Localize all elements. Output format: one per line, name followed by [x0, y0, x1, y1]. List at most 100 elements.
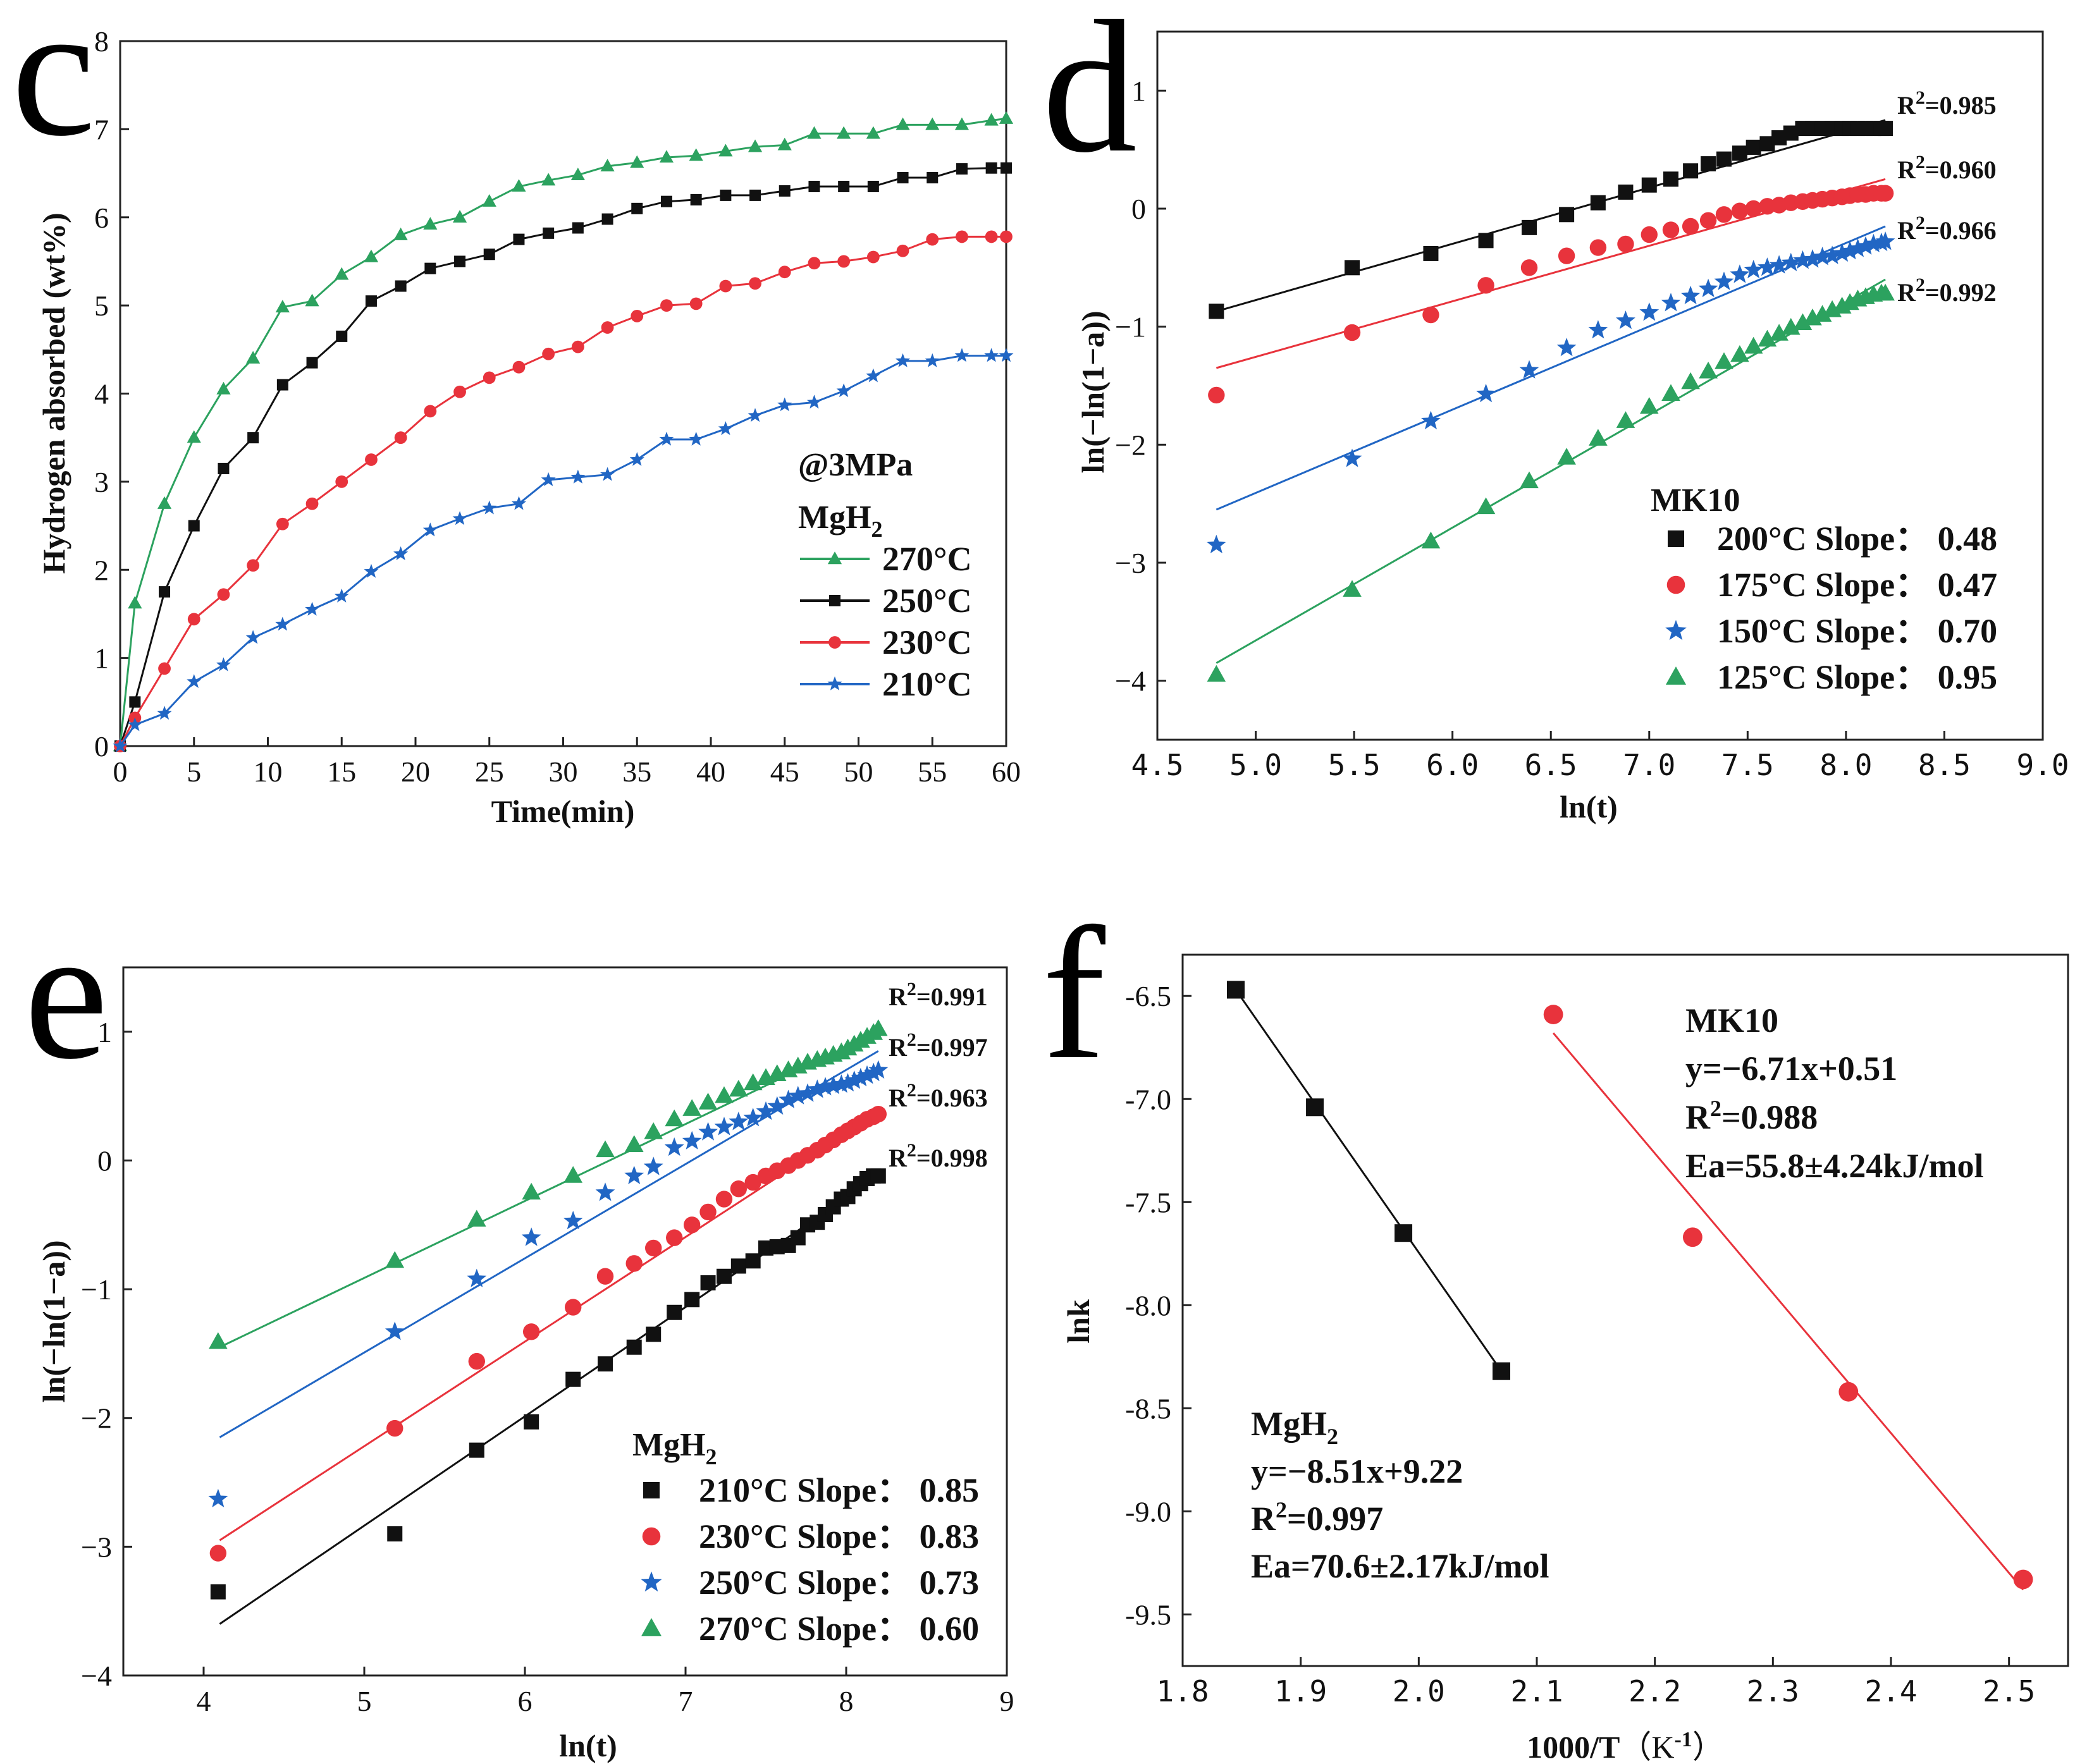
data-point [1209, 303, 1224, 319]
y-tick-label: 5 [94, 290, 109, 322]
data-point [1662, 221, 1680, 238]
data-point [626, 1339, 642, 1355]
panel-e-ticks: 4 5 6 7 8 910−1−2−3−4 [81, 1016, 1014, 1717]
data-point [863, 1062, 884, 1082]
data-point [1730, 264, 1750, 283]
panel-c-xlabel: Time(min) [491, 793, 635, 829]
data-point [1744, 336, 1763, 354]
panel-e-frame [122, 966, 1008, 1677]
data-point [1306, 1098, 1324, 1117]
series-square [210, 1168, 886, 1625]
legend-label: 230°C Slope： 0.83 [699, 1517, 979, 1555]
y-tick-label: −2 [1115, 429, 1146, 461]
data-point [1730, 345, 1749, 362]
data-point [1001, 162, 1012, 174]
panel-f-mk10-title: MK10 [1685, 1001, 1778, 1039]
data-point [247, 559, 260, 572]
panel-e-marks [208, 1019, 889, 1625]
data-point [512, 360, 526, 374]
data-point [797, 1083, 818, 1102]
panel-f-mk10-ea: Ea=55.8±4.24kJ/mol [1685, 1147, 1983, 1185]
panel-f: f 1.8 1.9 2.0 2.1 2.2 2.3 2.4 2.5 -6.5 -7.0 -7.5 -8… [1042, 888, 2069, 1764]
data-point [667, 1304, 682, 1320]
panel-f-mgh2-r2: R2=0.997 [1251, 1497, 1383, 1538]
legend-marker [1668, 530, 1684, 547]
data-point [1208, 386, 1225, 404]
y-tick-label: −3 [81, 1531, 112, 1563]
data-point [247, 432, 259, 444]
data-point [866, 126, 880, 139]
data-point [857, 1065, 877, 1084]
legend-item: 175°C Slope： 0.47 [1666, 566, 1997, 604]
y-tick-label: 1 [97, 1016, 112, 1048]
data-point [1746, 139, 1761, 155]
panel-c-letter: c [11, 0, 95, 175]
data-point [246, 351, 261, 364]
data-point [467, 1268, 487, 1287]
legend-label: 175°C Slope： 0.47 [1717, 566, 1997, 604]
r2-label: R2=0.991 [889, 979, 988, 1011]
data-point [1683, 163, 1699, 179]
series-square [1227, 981, 1510, 1380]
y-tick-label: −4 [81, 1660, 112, 1692]
data-point [718, 421, 733, 436]
data-point [644, 1239, 662, 1257]
data-point [393, 227, 408, 240]
r2-label: R2=0.985 [1897, 87, 1997, 119]
data-point [521, 1227, 541, 1246]
data-point [659, 431, 674, 446]
legend-item: 125°C Slope： 0.95 [1665, 658, 1997, 696]
data-point [868, 1060, 889, 1079]
legend-marker [1665, 620, 1687, 640]
data-point [306, 357, 318, 369]
data-point [1641, 226, 1658, 243]
data-point [644, 1122, 663, 1139]
series-square [114, 162, 1012, 752]
legend-label: 250°C [882, 582, 972, 620]
data-point [870, 1105, 887, 1123]
data-point [954, 117, 970, 130]
x-tick-label: 5.5 [1328, 748, 1381, 782]
data-point [570, 168, 585, 181]
x-tick-label: 4 [197, 1685, 211, 1717]
data-point [790, 1230, 806, 1246]
data-point [1864, 233, 1883, 253]
data-point [1802, 249, 1823, 268]
data-point [335, 475, 348, 488]
data-point [541, 472, 556, 486]
x-tick-label: 8 [839, 1685, 854, 1717]
panel-e-legend-items: 210°C Slope： 0.85 230°C Slope： 0.83 250°C … [641, 1471, 979, 1648]
data-point [208, 1488, 228, 1508]
data-point [1493, 1362, 1510, 1380]
fit-line [1235, 989, 1503, 1372]
data-point [1758, 257, 1777, 276]
data-point [715, 1086, 734, 1103]
data-point [683, 1216, 701, 1234]
y-tick-label: -8.5 [1125, 1392, 1171, 1424]
data-point [1663, 171, 1678, 187]
data-point [1422, 306, 1439, 324]
y-tick-label: 3 [94, 466, 109, 498]
data-point [1345, 260, 1360, 276]
data-point [815, 1077, 835, 1096]
panel-f-ticks: 1.8 1.9 2.0 2.1 2.2 2.3 2.4 2.5 -6.5 -7.0 -7.5 -8.0… [1125, 980, 2035, 1708]
panel-e: e 4 5 6 7 8 910−1−2−3−4 ln(t) ln(−ln(1−a)) R2… [24, 888, 1014, 1763]
legend-label: 230°C [882, 623, 972, 661]
legend-label: 210°C Slope： 0.85 [699, 1471, 979, 1509]
data-point [1639, 302, 1659, 321]
data-point [836, 383, 851, 398]
x-tick-label: 40 [696, 756, 725, 788]
data-point [424, 262, 436, 274]
data-point [483, 371, 496, 384]
panel-f-mgh2-equation: y=−8.51x+9.22 [1251, 1452, 1463, 1490]
data-point [128, 596, 142, 609]
data-point [985, 162, 997, 174]
data-point [1421, 531, 1441, 549]
r2-label: R2=0.960 [1897, 152, 1997, 184]
data-point [1343, 324, 1361, 341]
panel-e-legend-title: MgH2 [632, 1427, 717, 1469]
x-tick-label: 2.1 [1510, 1674, 1563, 1708]
data-point [595, 1182, 615, 1201]
y-tick-label: -9.5 [1125, 1598, 1171, 1631]
